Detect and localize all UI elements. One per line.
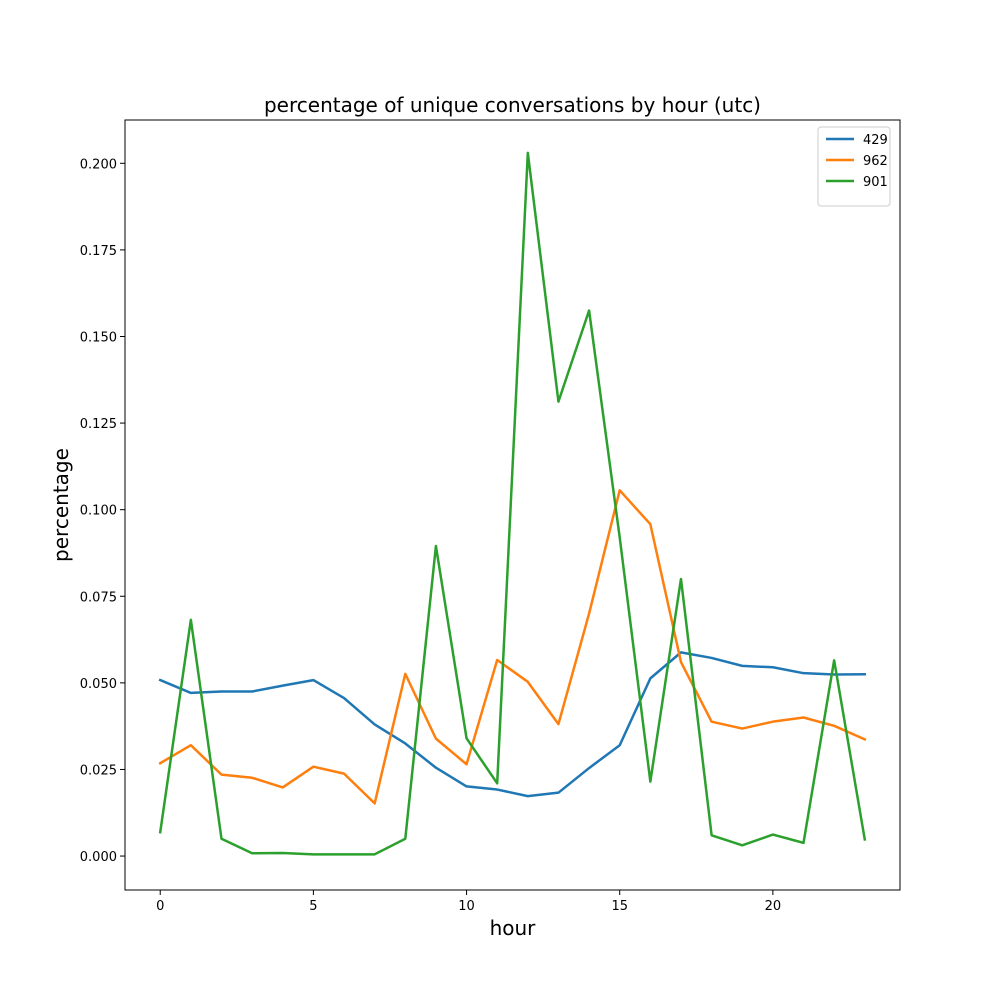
- legend-label-429: 429: [863, 133, 888, 148]
- plot-frame: [124, 119, 901, 891]
- series-line-962: [158, 489, 867, 805]
- legend-label-962: 962: [863, 154, 888, 169]
- x-tick-label: 20: [765, 899, 782, 914]
- legend-label-901: 901: [863, 175, 888, 190]
- legend: 429 962 901: [817, 126, 891, 207]
- x-tick-label: 5: [309, 899, 317, 914]
- x-tick-label: 0: [156, 899, 164, 914]
- series-layer: [158, 151, 867, 856]
- series-line-901: [158, 151, 867, 856]
- y-tick-label: 0.000: [80, 850, 117, 865]
- y-axis-label: percentage: [49, 448, 73, 562]
- x-tick-label: 10: [458, 899, 475, 914]
- series-line-429: [158, 651, 867, 798]
- y-tick-label: 0.100: [80, 504, 117, 519]
- y-tick-label: 0.050: [80, 677, 117, 692]
- y-tick-label: 0.150: [80, 330, 117, 345]
- x-axis-label: hour: [490, 916, 537, 940]
- chart-title: percentage of unique conversations by ho…: [264, 93, 761, 117]
- y-tick-label: 0.125: [80, 417, 117, 432]
- x-tick-label: 15: [611, 899, 628, 914]
- y-tick-label: 0.175: [80, 244, 117, 259]
- y-tick-label: 0.075: [80, 590, 117, 605]
- y-tick-label: 0.200: [80, 157, 117, 172]
- y-axis: 0.000 0.025 0.050 0.075 0.100 0.125 0.150 0.175…: [80, 157, 125, 865]
- x-axis: 0 5 10 15 20: [156, 890, 781, 914]
- plot-area: [125, 120, 900, 890]
- y-tick-label: 0.025: [80, 763, 117, 778]
- legend-box: [817, 126, 891, 207]
